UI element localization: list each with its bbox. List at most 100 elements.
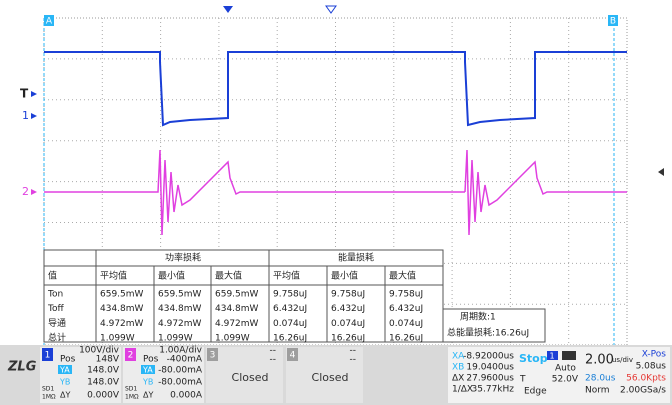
column-header: 最大值	[215, 270, 242, 282]
ch2-arrow	[31, 189, 37, 195]
dy-value: 0.000V	[87, 391, 120, 401]
ch2-pulse-2	[464, 149, 627, 236]
freq: 35.77kHz	[472, 385, 515, 395]
table-cell: 659.5mW	[215, 290, 259, 300]
info-panel	[448, 347, 670, 403]
dx: 27.9600us	[466, 374, 514, 384]
sample-rate: 2.00GSa/s	[620, 386, 666, 396]
summary-frame	[442, 308, 546, 343]
pos-value: -400mA	[167, 355, 203, 365]
table-cell: 4.972mW	[100, 319, 144, 329]
channel-status: Closed	[312, 371, 349, 384]
table-cell: 0.074uJ	[273, 319, 307, 329]
ch1-waveform	[44, 51, 627, 127]
table-cell: 4.972mW	[158, 319, 202, 329]
ya-box	[141, 365, 155, 374]
channel-status: Closed	[232, 371, 269, 384]
cursor-a-tag	[44, 15, 54, 26]
line2: --	[270, 355, 277, 365]
group-header: 功率损耗	[165, 252, 201, 264]
table-frame	[43, 249, 444, 343]
line2: --	[350, 355, 357, 365]
table-cell: 6.432uJ	[331, 304, 365, 314]
trigger-arrow	[31, 91, 37, 97]
side-arrow	[658, 168, 664, 176]
channel-number: 4	[290, 351, 296, 361]
ch1-arrow	[31, 113, 37, 119]
table-cell: 0.074uJ	[331, 319, 365, 329]
channel-panel	[206, 347, 283, 403]
trigger-source-box	[547, 351, 558, 360]
xpos-label: X-Pos	[642, 350, 667, 360]
coupling: SD1	[42, 386, 54, 393]
yb-label: YB	[142, 378, 153, 387]
table-cell: 16.26uJ	[273, 334, 307, 344]
xb-label: XB	[452, 363, 464, 373]
channel-number: 2	[128, 351, 134, 361]
table-cell: 434.8mW	[158, 304, 202, 314]
edge-icon	[562, 351, 576, 360]
yb-label: YB	[59, 378, 70, 387]
table-cell: Ton	[47, 290, 63, 300]
cursor-b-tag	[608, 15, 618, 26]
xa-label: XA	[452, 352, 465, 362]
dy-value: 0.000A	[170, 391, 203, 401]
coupling: SD1	[125, 386, 137, 393]
trigger-level-label: T	[519, 375, 526, 385]
trigger-level: 52.0V	[552, 375, 579, 385]
pos-value: 148V	[96, 355, 120, 365]
column-header: 平均值	[273, 270, 300, 282]
channel-badge	[207, 348, 218, 361]
yb-value: 148.0V	[87, 378, 120, 388]
channel-panel	[123, 347, 204, 403]
yb-value: -80.00mA	[158, 378, 203, 388]
group-header: 能量损耗	[338, 252, 374, 264]
table-cell: 总计	[48, 332, 66, 344]
table-cell: 1.099W	[100, 334, 135, 344]
dx-label: ΔX	[452, 374, 464, 384]
ch1-label: 1	[22, 109, 29, 122]
column-header: 最大值	[389, 270, 416, 282]
column-header: 平均值	[100, 270, 127, 282]
table-cell: 16.26uJ	[331, 334, 365, 344]
logo: ZLG	[7, 360, 37, 375]
ch2-waveform	[44, 149, 627, 236]
impedance: 1MΩ	[125, 394, 139, 401]
table-cell: 1.099W	[215, 334, 250, 344]
freq-label: 1/ΔX	[452, 385, 473, 395]
table-cell: 6.432uJ	[273, 304, 307, 314]
summary-cycles: 周期数:1	[460, 311, 496, 323]
dy-label: ΔY	[143, 391, 153, 400]
ya-box	[58, 365, 72, 374]
ch2-label: 2	[22, 185, 29, 198]
table-cell: Toff	[47, 304, 64, 314]
table-cell: 0.074uJ	[389, 319, 423, 329]
impedance: 1MΩ	[42, 394, 56, 401]
summary-energy: 总能量损耗:16.26uJ	[447, 327, 529, 339]
dy-label: ΔY	[60, 391, 70, 400]
cursor-a: A	[46, 17, 53, 27]
table-cell: 1.099W	[158, 334, 193, 344]
acq-mode: Norm	[585, 386, 610, 396]
channel-badge	[125, 348, 136, 361]
channel-badge	[287, 348, 298, 361]
xb: 19.0400us	[466, 363, 514, 373]
table-cell: 9.758uJ	[331, 290, 365, 300]
trigger-mode: Auto	[555, 364, 576, 374]
xpos: 5.08us	[636, 362, 667, 372]
channel-panel	[286, 347, 363, 403]
pos-label: Pos	[60, 355, 76, 365]
ya-value: 148.0V	[87, 366, 120, 376]
channel-badge	[42, 348, 53, 361]
window: 28.0us	[585, 374, 616, 384]
table-cell: 434.8mW	[215, 304, 259, 314]
run-state[interactable]: Stop	[519, 352, 548, 365]
ya-label: YA	[142, 366, 153, 375]
timebase-scale[interactable]: 2.00	[585, 353, 614, 368]
channel-number: 1	[45, 351, 51, 361]
xpos-marker	[325, 5, 337, 14]
line1: --	[350, 346, 357, 356]
xa: -8.92000us	[463, 352, 514, 362]
